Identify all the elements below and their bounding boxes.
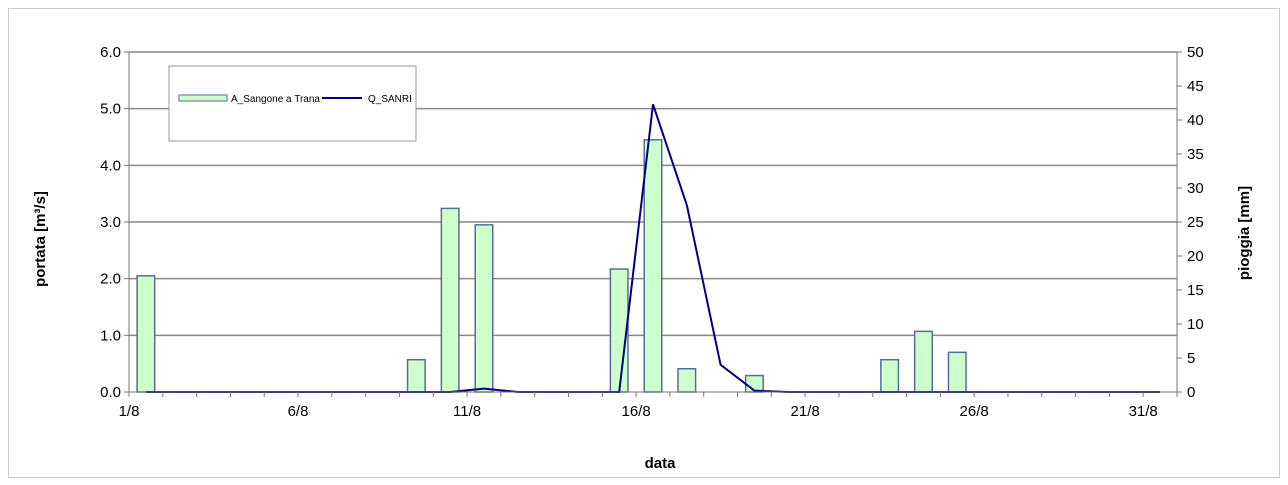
bar [406, 358, 426, 393]
bar [136, 275, 156, 393]
bar [677, 368, 697, 393]
right-axis-ticks: 0 5 10 15 20 25 30 35 40 45 50 [1177, 44, 1204, 401]
chart-frame: 0.0 1.0 2.0 3.0 4.0 5.0 6.0 0 5 10 15 20 25 30 35 40 45… [8, 8, 1280, 478]
x-tick-label: 6/8 [288, 403, 309, 420]
legend-bar-label: A_Sangone a Trana [231, 94, 320, 105]
left-tick-label: 2.0 [100, 271, 121, 288]
left-axis-title: portata [m³/s] [32, 191, 49, 287]
legend-line-label: Q_SANRI [368, 94, 412, 105]
right-tick-label: 15 [1187, 282, 1204, 299]
legend-box [168, 65, 417, 142]
bar-series [136, 139, 967, 393]
left-tick-label: 0.0 [100, 384, 121, 401]
x-axis-title: data [645, 455, 677, 472]
right-tick-label: 5 [1187, 350, 1195, 367]
x-tick-label: 26/8 [960, 403, 989, 420]
right-tick-label: 50 [1187, 44, 1204, 61]
x-tick-label: 11/8 [453, 403, 481, 420]
bar [609, 268, 629, 393]
right-tick-label: 30 [1187, 180, 1204, 197]
bar [643, 139, 663, 393]
legend-bar-swatch [178, 94, 228, 102]
x-tick-label: 1/8 [119, 403, 140, 420]
x-tick-label: 21/8 [791, 403, 820, 420]
right-tick-label: 35 [1187, 146, 1204, 163]
rain-discharge-chart: 0.0 1.0 2.0 3.0 4.0 5.0 6.0 0 5 10 15 20 25 30 35 40 45… [32, 44, 1253, 472]
left-tick-label: 1.0 [100, 327, 121, 344]
left-tick-label: 4.0 [100, 157, 121, 174]
right-tick-label: 0 [1187, 384, 1195, 401]
bar [913, 330, 933, 393]
right-tick-label: 10 [1187, 316, 1204, 333]
right-axis-title: pioggia [mm] [1236, 186, 1253, 280]
right-tick-label: 25 [1187, 214, 1204, 231]
right-tick-label: 40 [1187, 112, 1204, 129]
left-axis-ticks: 0.0 1.0 2.0 3.0 4.0 5.0 6.0 [100, 44, 129, 401]
right-tick-label: 20 [1187, 248, 1204, 265]
bar [440, 207, 460, 393]
bar [880, 358, 900, 393]
left-tick-label: 6.0 [100, 44, 121, 61]
legend: A_Sangone a Trana Q_SANRI [168, 65, 417, 142]
bar [947, 351, 967, 393]
bar [474, 224, 494, 393]
x-tick-label: 16/8 [621, 403, 650, 420]
x-tick-label: 31/8 [1129, 403, 1158, 420]
x-axis-ticks: 1/8 6/8 11/8 16/8 21/8 26/8 31/8 [119, 392, 1178, 420]
left-tick-label: 3.0 [100, 214, 121, 231]
right-tick-label: 45 [1187, 78, 1204, 95]
left-tick-label: 5.0 [100, 101, 121, 118]
